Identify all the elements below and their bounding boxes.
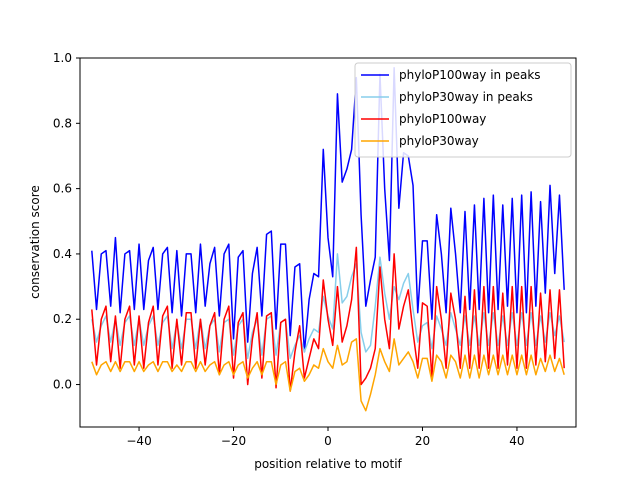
x-tick-label: 20 (415, 434, 430, 448)
series-layer (91, 67, 565, 412)
y-tick-label: 1.0 (53, 51, 72, 65)
legend: phyloP100way in peaks phyloP30way in peak… (354, 62, 572, 158)
y-tick-label: 0.0 (53, 378, 72, 392)
legend-box (354, 62, 572, 158)
legend-label-1: phyloP100way in peaks (399, 68, 541, 82)
legend-label-2: phyloP30way in peaks (399, 90, 533, 104)
series-line-4 (91, 338, 565, 412)
legend-label-4: phyloP30way (399, 134, 479, 148)
x-axis: −40 −20 0 20 40 (126, 427, 525, 448)
y-axis: 0.0 0.2 0.4 0.6 0.8 1.0 (53, 51, 80, 392)
x-tick-label: 40 (509, 434, 524, 448)
y-tick-label: 0.2 (53, 312, 72, 326)
y-axis-label: conservation score (28, 185, 42, 299)
x-axis-label: position relative to motif (254, 457, 402, 471)
legend-label-3: phyloP100way (399, 112, 486, 126)
x-tick-label: −40 (126, 434, 151, 448)
x-tick-label: 0 (324, 434, 332, 448)
series-line-3 (91, 246, 565, 392)
series-line-1 (91, 67, 565, 353)
series-line-2 (91, 253, 565, 360)
y-tick-label: 0.8 (53, 116, 72, 130)
y-tick-label: 0.4 (53, 247, 72, 261)
y-tick-label: 0.6 (53, 182, 72, 196)
x-tick-label: −20 (221, 434, 246, 448)
